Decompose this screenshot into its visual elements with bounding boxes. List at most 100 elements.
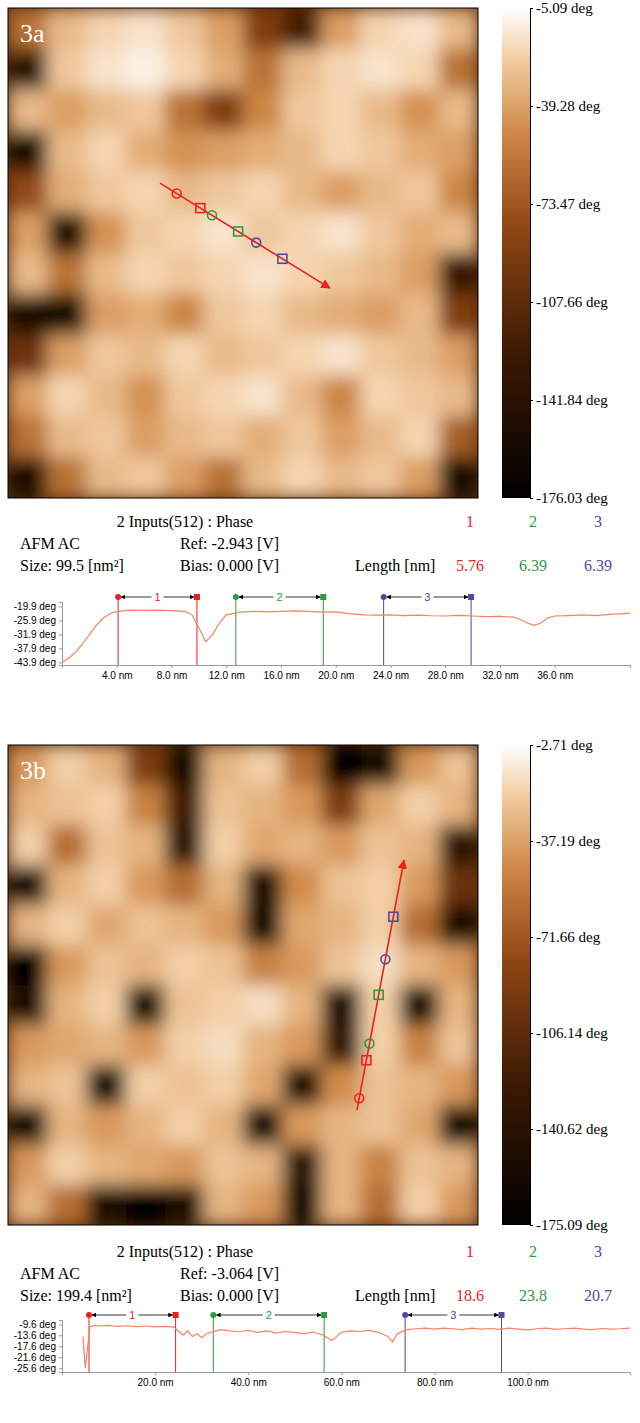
heatmap-cell [204,8,244,49]
heatmap-cell [204,985,244,1026]
heatmap-cell [47,335,87,376]
tick-mark [336,665,337,668]
profile-curve [83,1325,630,1368]
tick-mark [59,1357,62,1358]
heatmap-cell [439,745,478,786]
heatmap-cell [361,1105,401,1146]
tick-mark [248,1372,249,1375]
heatmap-cell [439,1105,478,1146]
heatmap-cell [400,212,440,253]
heatmap-cell [243,335,283,376]
heatmap-cell [400,745,440,786]
heatmap-cell [361,171,401,212]
tick-mark [281,665,282,668]
heatmap-cell [47,376,87,417]
heatmap-cell [243,131,283,172]
tick-mark [434,1372,435,1375]
tick: -21.6 deg [14,1352,62,1363]
heatmap-cell [243,8,283,49]
tick-label: -106.14 deg [536,1025,608,1041]
tick-mark [226,665,227,668]
profile-plot [62,602,630,665]
info-text: AFM AC [20,1265,80,1282]
tick-mark [530,841,533,842]
tick: -73.47 deg [530,196,601,212]
heatmap-cell [282,416,322,457]
heatmap-cell [282,131,322,172]
heatmap-cell [439,253,478,294]
tick-label: -175.09 deg [536,1217,608,1233]
measurement-name: 1 [466,513,474,530]
info-text: Bias: 0.000 [V] [180,557,279,574]
heatmap-cell [126,49,166,90]
measurement-name: 2 [529,513,537,530]
tick-label: -13.6 deg [14,1330,56,1341]
measurement-name: 3 [594,513,602,530]
heatmap-cell [439,416,478,457]
info-block: 2 Inputs(512) : PhaseAFM ACRef: -3.064 [… [20,1243,612,1305]
tick-mark [530,1129,533,1130]
cursor-end [362,1056,371,1065]
tick-mark [530,498,533,499]
heatmap-cell [204,865,244,906]
heatmap-cell [8,376,48,417]
tick-mark [530,1033,533,1034]
heatmap-cell [439,90,478,131]
cursor-start [172,189,181,198]
cursor-dot [381,594,387,600]
cursor-dot [86,1312,92,1318]
cursor-end [234,227,243,236]
tick: 36.0 nm [537,665,573,681]
image-frame [8,745,478,1225]
heatmap-cell [126,294,166,335]
cursor-square [468,594,474,600]
heatmap-cell [439,294,478,335]
heatmap-cell [400,457,440,498]
heatmap-cell [204,376,244,417]
heatmap-cell [400,905,440,946]
heatmap-cell [204,1145,244,1186]
tick-label: -39.28 deg [536,98,601,114]
cursor-start [381,955,390,964]
heatmap-cell [47,945,87,986]
profile-line [357,860,404,1110]
tick: 12.0 nm [209,665,245,681]
tick: -176.03 deg [530,490,608,506]
heatmap-cell [8,416,48,457]
label-patch [421,590,433,603]
tick-mark [530,302,533,303]
heatmap-cell [282,985,322,1026]
heatmap-cell [439,785,478,826]
heatmap-cell [282,1065,322,1106]
heatmap-cell [400,49,440,90]
heatmap-cell [204,416,244,457]
cursor-square [499,1312,505,1318]
heatmap-cell [86,1065,126,1106]
cursor-line [235,602,236,665]
tick-mark [530,400,533,401]
heatmap-cell [165,1185,205,1225]
profile-overlay [355,860,404,1110]
heatmap-cell [243,457,283,498]
heatmap-cell [282,8,322,49]
tick: 32.0 nm [482,665,518,681]
heatmap-cell [361,945,401,986]
tick-label: 36.0 nm [537,670,573,681]
cursor-square [173,1312,179,1318]
heatmap-cell [165,212,205,253]
info-text: Length [nm] [355,557,435,575]
axis-line [63,1373,631,1376]
heatmap-cell [282,865,322,906]
heatmap-cell [400,335,440,376]
heatmap-cell [400,785,440,826]
heatmap-cell [47,1105,87,1146]
heatmap-cell [439,945,478,986]
heatmap-cell [8,825,48,866]
heatmap-cell [321,985,361,1026]
cursor-square [321,1312,327,1318]
tick-label: -71.66 deg [536,929,601,945]
heatmap-cell [86,49,126,90]
heatmap-cell [8,171,48,212]
heatmap-cell [243,745,283,786]
measurement-name: 3 [594,1243,602,1260]
